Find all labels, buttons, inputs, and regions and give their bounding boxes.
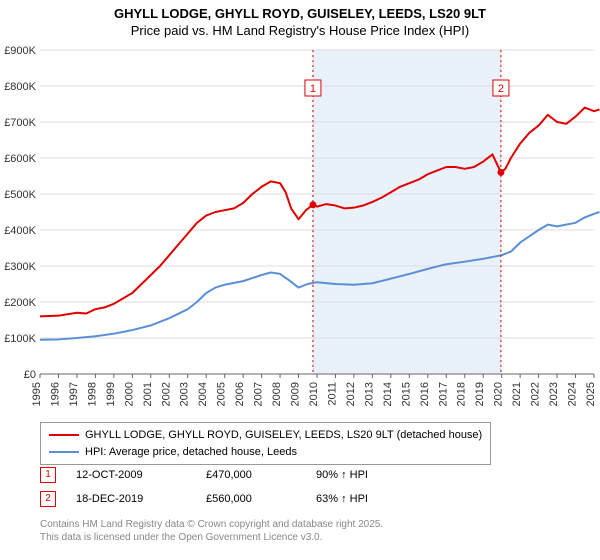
svg-text:1999: 1999 xyxy=(105,382,117,406)
svg-text:1997: 1997 xyxy=(68,382,80,406)
svg-text:£400K: £400K xyxy=(4,225,36,237)
svg-text:2013: 2013 xyxy=(363,382,375,406)
marker-date-2: 18-DEC-2019 xyxy=(76,493,206,505)
marker-hpi-2: 63% ↑ HPI xyxy=(316,493,446,505)
legend: GHYLL LODGE, GHYLL ROYD, GUISELEY, LEEDS… xyxy=(40,422,491,465)
footer-line-2: This data is licensed under the Open Gov… xyxy=(40,531,383,544)
svg-text:2000: 2000 xyxy=(123,382,135,406)
footer-line-1: Contains HM Land Registry data © Crown c… xyxy=(40,518,383,531)
svg-text:2005: 2005 xyxy=(216,382,228,406)
svg-text:£200K: £200K xyxy=(4,297,36,309)
svg-text:2010: 2010 xyxy=(308,382,320,406)
svg-text:2008: 2008 xyxy=(271,382,283,406)
svg-text:2: 2 xyxy=(498,83,504,95)
legend-row-1: GHYLL LODGE, GHYLL ROYD, GUISELEY, LEEDS… xyxy=(49,427,482,444)
svg-text:£700K: £700K xyxy=(4,117,36,129)
title-address: GHYLL LODGE, GHYLL ROYD, GUISELEY, LEEDS… xyxy=(0,6,600,23)
legend-swatch-2 xyxy=(49,451,79,453)
marker-price-2: £560,000 xyxy=(206,493,316,505)
svg-text:2007: 2007 xyxy=(253,382,265,406)
marker-hpi-1: 90% ↑ HPI xyxy=(316,469,446,481)
svg-text:2012: 2012 xyxy=(345,382,357,406)
svg-text:2022: 2022 xyxy=(530,382,542,406)
svg-text:2019: 2019 xyxy=(474,382,486,406)
svg-text:2021: 2021 xyxy=(511,382,523,406)
svg-text:1998: 1998 xyxy=(86,382,98,406)
svg-text:2001: 2001 xyxy=(142,382,154,406)
svg-text:£800K: £800K xyxy=(4,81,36,93)
legend-label-2: HPI: Average price, detached house, Leed… xyxy=(85,444,297,461)
marker-date-1: 12-OCT-2009 xyxy=(76,469,206,481)
chart-area: £0 £100K £200K £300K £400K £500K £600K £700K £80… xyxy=(0,44,600,414)
svg-text:2015: 2015 xyxy=(400,382,412,406)
marker-num-2: 2 xyxy=(40,491,56,507)
svg-text:£500K: £500K xyxy=(4,189,36,201)
svg-text:1996: 1996 xyxy=(49,382,61,406)
footer: Contains HM Land Registry data © Crown c… xyxy=(40,518,383,544)
svg-text:2014: 2014 xyxy=(382,382,394,406)
marker-num-1: 1 xyxy=(40,467,56,483)
svg-text:1: 1 xyxy=(310,83,316,95)
svg-text:2025: 2025 xyxy=(585,382,597,406)
svg-text:£900K: £900K xyxy=(4,45,36,57)
svg-text:£100K: £100K xyxy=(4,333,36,345)
marker-price-1: £470,000 xyxy=(206,469,316,481)
marker-row-2: 2 18-DEC-2019 £560,000 63% ↑ HPI xyxy=(40,490,446,508)
svg-text:£600K: £600K xyxy=(4,153,36,165)
title-block: GHYLL LODGE, GHYLL ROYD, GUISELEY, LEEDS… xyxy=(0,0,600,40)
legend-label-1: GHYLL LODGE, GHYLL ROYD, GUISELEY, LEEDS… xyxy=(85,427,482,444)
svg-text:2006: 2006 xyxy=(234,382,246,406)
svg-text:2017: 2017 xyxy=(437,382,449,406)
svg-text:2016: 2016 xyxy=(419,382,431,406)
title-subtitle: Price paid vs. HM Land Registry's House … xyxy=(0,23,600,40)
svg-text:2011: 2011 xyxy=(326,382,338,406)
svg-text:2009: 2009 xyxy=(290,382,302,406)
svg-text:2018: 2018 xyxy=(456,382,468,406)
svg-text:2002: 2002 xyxy=(160,382,172,406)
svg-text:1995: 1995 xyxy=(31,382,43,406)
svg-text:£300K: £300K xyxy=(4,261,36,273)
svg-text:2004: 2004 xyxy=(197,382,209,406)
svg-text:2024: 2024 xyxy=(567,382,579,406)
marker-table: 1 12-OCT-2009 £470,000 90% ↑ HPI 2 18-DE… xyxy=(40,466,446,514)
svg-text:£0: £0 xyxy=(24,369,36,381)
svg-text:2020: 2020 xyxy=(493,382,505,406)
svg-text:2023: 2023 xyxy=(548,382,560,406)
legend-row-2: HPI: Average price, detached house, Leed… xyxy=(49,444,482,461)
svg-text:2003: 2003 xyxy=(179,382,191,406)
legend-swatch-1 xyxy=(49,434,79,436)
marker-row-1: 1 12-OCT-2009 £470,000 90% ↑ HPI xyxy=(40,466,446,484)
chart-container: GHYLL LODGE, GHYLL ROYD, GUISELEY, LEEDS… xyxy=(0,0,600,560)
line-chart-svg: £0 £100K £200K £300K £400K £500K £600K £700K £80… xyxy=(0,44,600,414)
